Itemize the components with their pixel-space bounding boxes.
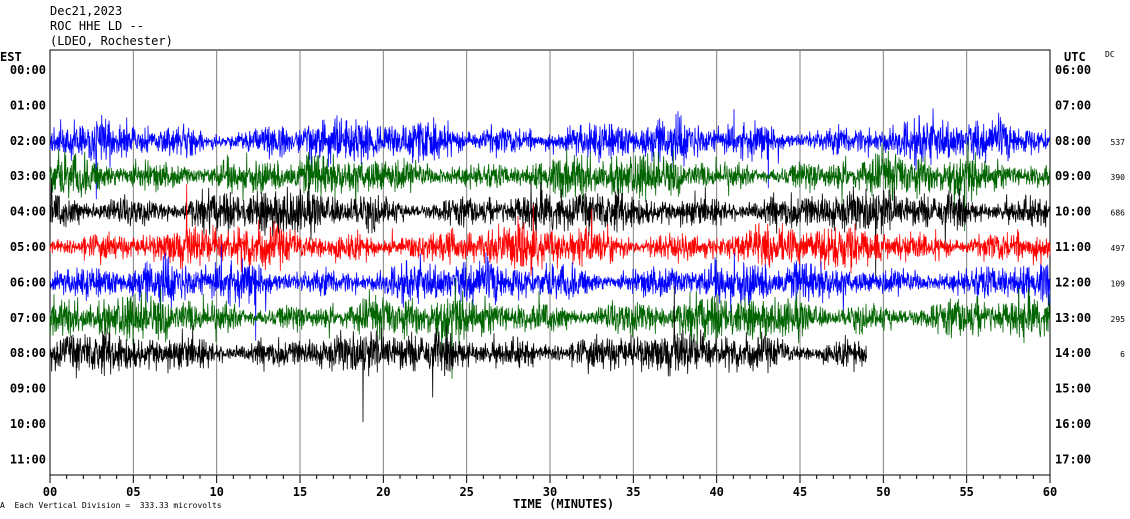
x-tick-label: 55 xyxy=(959,485,973,499)
utc-hour-label: 14:00 xyxy=(1055,346,1091,360)
x-tick-label: 00 xyxy=(43,485,57,499)
x-axis-title: TIME (MINUTES) xyxy=(513,497,615,511)
gain-label: 295 xyxy=(1111,315,1126,324)
est-hour-label: 08:00 xyxy=(10,346,46,360)
x-tick-label: 60 xyxy=(1043,485,1057,499)
footer-scale-text: Each Vertical Division = 333.33 microvol… xyxy=(14,501,222,510)
utc-hour-label: 08:00 xyxy=(1055,134,1091,148)
utc-hour-label: 15:00 xyxy=(1055,382,1091,396)
est-hour-label: 01:00 xyxy=(10,98,46,112)
est-timezone-label: EST xyxy=(0,50,22,64)
est-hour-label: 04:00 xyxy=(10,205,46,219)
gain-label: 6 xyxy=(1120,350,1125,359)
x-tick-label: 30 xyxy=(543,485,557,499)
x-tick-label: 35 xyxy=(626,485,640,499)
trace-line xyxy=(49,244,1051,341)
footer-note: A Each Vertical Division = 333.33 microv… xyxy=(0,501,222,510)
trace-line xyxy=(49,277,1051,379)
gain-label: 497 xyxy=(1111,244,1126,253)
trace-line xyxy=(49,108,1051,200)
x-tick-label: 25 xyxy=(459,485,473,499)
est-hour-label: 03:00 xyxy=(10,169,46,183)
gain-label: 686 xyxy=(1111,209,1126,218)
gain-label: 390 xyxy=(1111,173,1126,182)
utc-hour-label: 11:00 xyxy=(1055,240,1091,254)
x-tick-label: 40 xyxy=(709,485,723,499)
trace-line xyxy=(49,177,1051,282)
utc-timezone-label: UTC xyxy=(1064,50,1086,64)
utc-hour-label: 10:00 xyxy=(1055,205,1091,219)
est-hour-label: 10:00 xyxy=(10,417,46,431)
est-hour-label: 05:00 xyxy=(10,240,46,254)
network-label: (LDEO, Rochester) xyxy=(50,34,173,48)
utc-hour-label: 06:00 xyxy=(1055,63,1091,77)
date-label: Dec21,2023 xyxy=(50,4,123,18)
est-hour-label: 07:00 xyxy=(10,311,46,325)
utc-hour-label: 16:00 xyxy=(1055,417,1091,431)
utc-hour-label: 13:00 xyxy=(1055,311,1091,325)
trace-line xyxy=(49,183,1051,277)
est-hour-label: 06:00 xyxy=(10,275,46,289)
utc-hour-label: 12:00 xyxy=(1055,275,1091,289)
est-hour-label: 11:00 xyxy=(10,452,46,466)
x-tick-label: 45 xyxy=(793,485,807,499)
utc-hour-label: 09:00 xyxy=(1055,169,1091,183)
trace-line xyxy=(49,140,1051,232)
gain-label: 537 xyxy=(1111,138,1126,147)
footer-mark: A xyxy=(0,501,5,510)
trace-line xyxy=(49,286,868,423)
dc-label: DC xyxy=(1105,50,1115,59)
x-tick-label: 15 xyxy=(293,485,307,499)
utc-hour-label: 07:00 xyxy=(1055,98,1091,112)
est-hour-label: 09:00 xyxy=(10,382,46,396)
est-hour-label: 00:00 xyxy=(10,63,46,77)
x-tick-label: 10 xyxy=(209,485,223,499)
x-tick-label: 20 xyxy=(376,485,390,499)
gain-label: 109 xyxy=(1111,279,1126,288)
x-tick-label: 50 xyxy=(876,485,890,499)
station-label: ROC HHE LD -- xyxy=(50,19,144,33)
est-hour-label: 02:00 xyxy=(10,134,46,148)
utc-hour-label: 17:00 xyxy=(1055,452,1091,466)
x-tick-label: 05 xyxy=(126,485,140,499)
